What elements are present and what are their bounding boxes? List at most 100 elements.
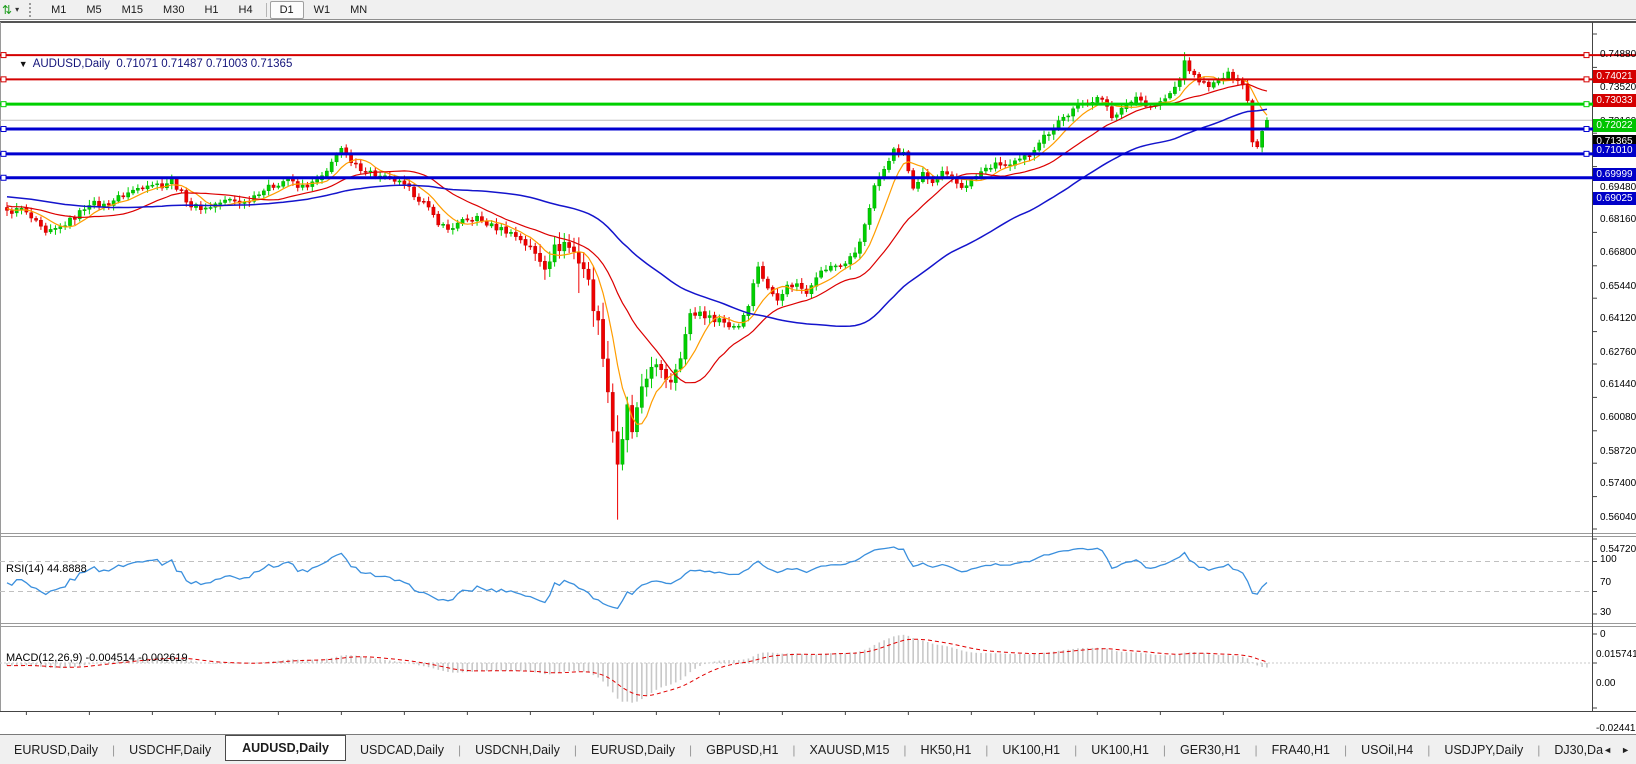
candle-body [436, 213, 441, 226]
candle-body [358, 163, 363, 172]
candle-body [455, 222, 460, 229]
rsi-axis-tick-label: 30 [1600, 606, 1612, 618]
price-badge-0.72022: 0.72022 [1593, 118, 1636, 132]
timeframe-button-h4[interactable]: H4 [238, 3, 253, 16]
symbol-tab-eurusd-daily[interactable]: EURUSD,Daily [14, 742, 99, 757]
candle-body [1139, 96, 1143, 101]
candle-body [1245, 84, 1250, 101]
timeframe-button-h1[interactable]: H1 [204, 3, 219, 16]
line-anchor-handle[interactable] [1583, 76, 1590, 83]
candle-body [1110, 106, 1114, 119]
line-anchor-handle[interactable] [0, 101, 7, 108]
price-axis-tick-label: 0.68160 [1600, 214, 1636, 225]
rsi-axis-tick-label: 0 [1600, 629, 1606, 640]
candle-body [819, 270, 823, 278]
symbol-tab-fra40-h1[interactable]: FRA40,H1 [1271, 742, 1330, 757]
line-anchor-handle[interactable] [0, 150, 7, 157]
line-anchor-handle[interactable] [1583, 150, 1590, 157]
line-anchor-handle[interactable] [0, 174, 7, 181]
candle-body [572, 246, 576, 252]
symbol-tab-usoil-h4[interactable]: USOil,H4 [1361, 742, 1414, 757]
macd-value: -0.004514 [85, 652, 136, 664]
candle-body [669, 379, 673, 383]
candle-body [310, 181, 315, 187]
symbol-tab-xauusd-m15[interactable]: XAUUSD,M15 [809, 742, 890, 757]
timeframe-button-d1[interactable]: D1 [269, 0, 304, 19]
price-axis-tick-label: 0.54720 [1600, 544, 1636, 555]
candle-body [68, 217, 72, 226]
chart-canvas[interactable] [0, 22, 1636, 735]
candle-body [426, 201, 431, 208]
price-axis-tick-label: 0.62760 [1600, 346, 1636, 358]
symbol-tab-hk50-h1[interactable]: HK50,H1 [920, 742, 972, 757]
candle-body [702, 311, 707, 319]
ohlc-close: 0.71365 [250, 58, 293, 70]
symbol-tab-gbpusd-h1[interactable]: GBPUSD,H1 [706, 742, 779, 757]
symbol-tab-usdcnh-daily[interactable]: USDCNH,Daily [475, 742, 560, 757]
candle-body [155, 183, 160, 186]
symbol-tab-audusd-daily[interactable]: AUDUSD,Daily [225, 735, 346, 761]
candle-body [494, 223, 499, 231]
timeframe-button-m30[interactable]: M30 [163, 3, 185, 16]
tab-separator: | [1343, 742, 1348, 757]
timeframe-button-mn[interactable]: MN [350, 3, 368, 16]
candle-body [1003, 164, 1008, 166]
symbol-tab-usdjpy-daily[interactable]: USDJPY,Daily [1444, 742, 1524, 757]
symbol-tab-usdcad-daily[interactable]: USDCAD,Daily [359, 742, 444, 757]
candle-body [698, 311, 702, 316]
line-anchor-handle[interactable] [0, 126, 7, 133]
candle-body [518, 236, 523, 241]
timeframe-button-m5[interactable]: M5 [86, 3, 102, 16]
candle-body [1168, 93, 1172, 99]
candle-body [562, 241, 567, 252]
candle-body [305, 184, 310, 188]
line-anchor-handle[interactable] [0, 76, 7, 83]
toolbar-drag-handle[interactable] [29, 2, 37, 17]
chart-window: ▼ AUDUSD,Daily 0.71071 0.71487 0.71003 0.… [0, 21, 1636, 749]
candle-body [1202, 81, 1206, 83]
candle-body [174, 178, 179, 190]
candle-body [223, 199, 227, 203]
symbol-tab-uk100-h1[interactable]: UK100,H1 [1002, 742, 1061, 757]
symbol-tab-dj30-daily[interactable]: DJ30,Daily [1554, 742, 1615, 757]
candle-body [82, 209, 87, 211]
candle-body [1250, 100, 1255, 143]
line-anchor-handle[interactable] [1583, 126, 1590, 133]
candle-body [324, 170, 329, 177]
symbol-tab-eurusd-daily[interactable]: EURUSD,Daily [590, 742, 676, 757]
chart-tool-button[interactable]: ⇅ ▾ [0, 0, 23, 19]
timeframe-button-m1[interactable]: M1 [51, 3, 67, 16]
timeframe-button-m15[interactable]: M15 [121, 3, 144, 16]
symbol-tab-china300-h1[interactable]: CHINA300,H1 [1632, 735, 1636, 764]
candle-body [911, 170, 916, 189]
candle-body [659, 364, 664, 370]
candle-body [964, 185, 969, 188]
timeframe-button-w1[interactable]: W1 [313, 3, 331, 16]
candle-body [1134, 96, 1138, 103]
candle-body [1231, 71, 1235, 80]
line-anchor-handle[interactable] [0, 52, 7, 59]
candle-body [509, 232, 513, 234]
candle-body [780, 294, 785, 301]
candle-body [625, 404, 630, 441]
collapse-triangle-icon[interactable]: ▼ [18, 59, 28, 69]
candle-body [39, 219, 43, 227]
tab-separator: | [1537, 742, 1541, 757]
line-anchor-handle[interactable] [1583, 52, 1590, 59]
symbol-tab-ger30-h1[interactable]: GER30,H1 [1180, 742, 1241, 757]
candle-body [601, 319, 605, 359]
line-anchor-handle[interactable] [1583, 101, 1590, 108]
tab-scroll-left-icon[interactable]: ◄ [1603, 744, 1613, 755]
candle-body [1008, 164, 1012, 167]
price-axis-tick-label: 0.61440 [1600, 379, 1636, 390]
candle-body [654, 364, 659, 368]
tab-scroll-right-icon[interactable]: ► [1621, 744, 1630, 755]
symbol-tabs: EURUSD,Daily | USDCHF,Daily AUDUSD,Daily USD… [0, 735, 1636, 764]
candle-body [261, 190, 266, 196]
price-badge-0.71010: 0.71010 [1593, 143, 1636, 157]
symbol-tab-usdchf-daily[interactable]: USDCHF,Daily [129, 742, 212, 757]
symbol-tab-uk100-h1[interactable]: UK100,H1 [1091, 742, 1149, 757]
candle-body [833, 265, 838, 268]
candle-body [228, 198, 232, 201]
candle-body [1047, 134, 1051, 136]
